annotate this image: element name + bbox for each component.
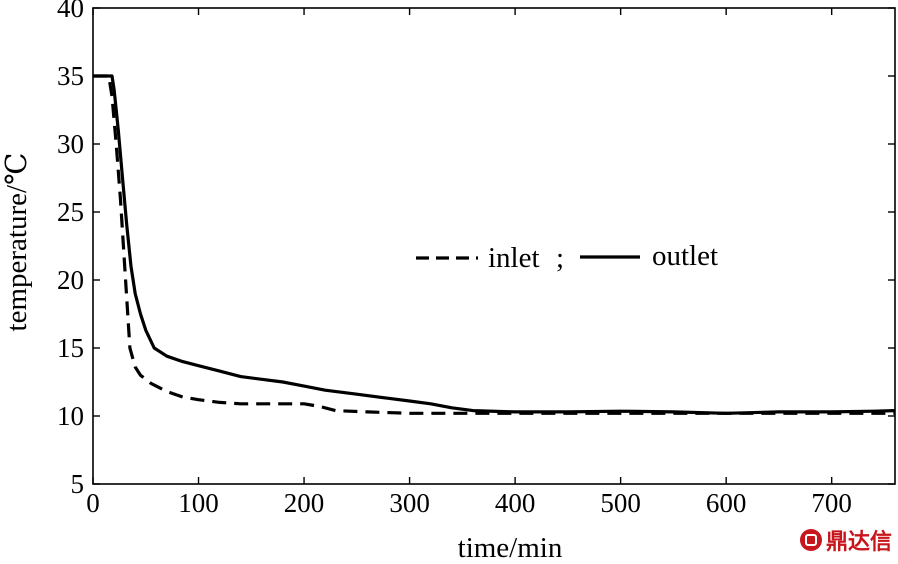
y-axis-title: temperature/℃ (1, 153, 33, 332)
series-lines (93, 74, 896, 415)
plot-frame (92, 7, 896, 485)
x-tick-label: 0 (86, 488, 100, 518)
x-tick-label: 500 (600, 488, 641, 518)
series-line-inlet (93, 74, 895, 415)
x-tick-label: 400 (495, 488, 536, 518)
y-tick-label: 35 (57, 61, 84, 91)
legend: inlet ; outlet (416, 240, 718, 274)
x-tick-label: 200 (284, 488, 325, 518)
watermark-text: 鼎达信 (825, 530, 892, 555)
axis-tick-labels: 0 100 200 300 400 500 600 700 5 10 15 20 25 30 35 40 (57, 0, 852, 518)
series-line-outlet (93, 74, 896, 415)
watermark-logo-icon (799, 529, 822, 551)
x-tick-label: 700 (811, 488, 852, 518)
x-axis-title: time/min (458, 532, 563, 564)
y-tick-label: 40 (57, 0, 84, 23)
y-tick-label: 10 (57, 401, 84, 431)
legend-label-inlet: inlet (488, 242, 540, 274)
watermark: 鼎达信 (799, 524, 892, 556)
legend-label-outlet: outlet (652, 240, 718, 272)
y-tick-label: 5 (71, 469, 85, 499)
y-tick-label: 20 (57, 265, 84, 295)
y-tick-label: 25 (57, 197, 84, 227)
x-tick-label: 100 (178, 488, 219, 518)
legend-separator: ; (556, 242, 564, 274)
x-tick-label: 600 (706, 488, 747, 518)
x-tick-label: 300 (389, 488, 430, 518)
y-tick-label: 30 (57, 129, 84, 159)
y-tick-label: 15 (57, 333, 84, 363)
